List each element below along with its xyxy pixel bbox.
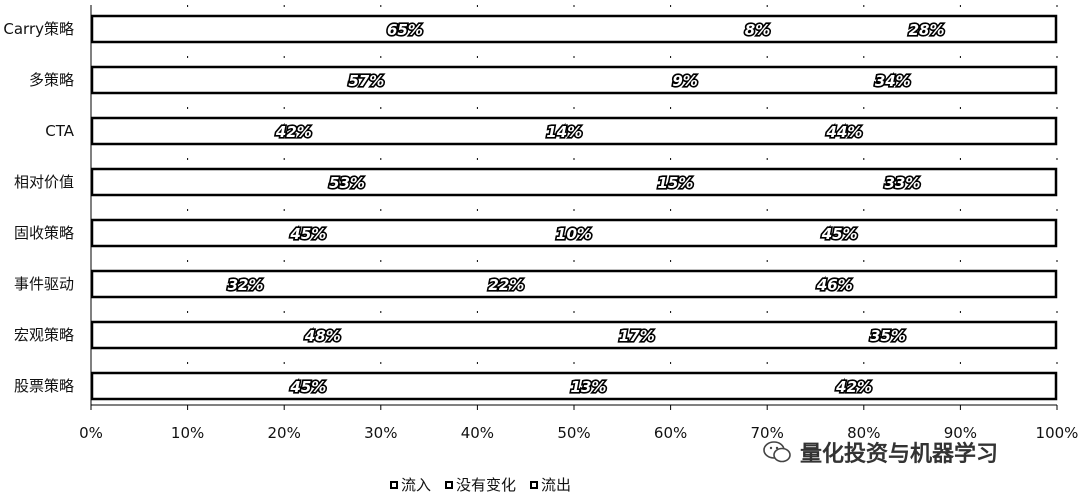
data-label: 17% [619, 327, 655, 345]
data-label: 34% [875, 72, 911, 90]
x-tick-label: 30% [364, 424, 397, 442]
bar-segment [622, 220, 1057, 246]
x-tick-label: 90% [944, 424, 977, 442]
bar-segment [641, 67, 729, 93]
data-label: 45% [821, 225, 858, 243]
data-label: 28% [909, 21, 945, 39]
legend: 流入 没有变化 流出 [390, 474, 571, 495]
legend-swatch-outflow [530, 480, 539, 489]
bar-segment [728, 67, 1057, 93]
legend-item-outflow: 流出 [530, 474, 571, 495]
bar-segment [525, 373, 652, 399]
bar-segment [718, 322, 1057, 348]
bar-segment [747, 169, 1057, 195]
legend-swatch-no-change [445, 480, 454, 489]
x-tick-label: 60% [654, 424, 687, 442]
bar-segment [796, 16, 1057, 42]
category-label: 相对价值 [14, 173, 74, 191]
bar-frame [90, 65, 1058, 95]
data-label: 9% [672, 72, 697, 90]
legend-label-inflow: 流入 [401, 476, 432, 494]
bar-frame [90, 218, 1058, 248]
x-tick-label: 50% [557, 424, 590, 442]
data-label: 57% [348, 72, 384, 90]
bar-segment [91, 373, 526, 399]
data-label: 35% [870, 327, 906, 345]
bar-frame [90, 320, 1058, 350]
x-tick-label: 10% [171, 424, 204, 442]
data-label: 22% [488, 276, 524, 294]
category-label: CTA [45, 122, 74, 140]
bar-frame [90, 371, 1058, 401]
bar-segment [91, 322, 555, 348]
bar-frame [90, 14, 1058, 44]
legend-item-no-change: 没有变化 [445, 474, 516, 495]
data-label: 46% [816, 276, 853, 294]
data-label: 45% [289, 225, 326, 243]
bar-segment [91, 118, 497, 144]
legend-item-inflow: 流入 [390, 474, 431, 495]
bar-segment [718, 16, 797, 42]
data-label: 8% [745, 21, 770, 39]
bar-frame [90, 269, 1058, 299]
bar-segment [525, 220, 623, 246]
legend-label-no-change: 没有变化 [456, 476, 517, 494]
x-tick-label: 40% [461, 424, 494, 442]
x-tick-label: 70% [751, 424, 784, 442]
data-label: 44% [826, 123, 863, 141]
bar-segment [602, 169, 748, 195]
data-label: 33% [884, 174, 920, 192]
data-label: 14% [546, 123, 582, 141]
x-tick-label: 20% [268, 424, 301, 442]
stacked-bar-chart: 0% 10% 20% 30% 40% 50% 60% 70% 80% 90% 100% Carry策略… [3, 5, 1079, 442]
category-label: 事件驱动 [14, 275, 74, 293]
data-label: 32% [228, 276, 264, 294]
x-tick-label: 0% [79, 424, 103, 442]
category-label: 多策略 [29, 71, 74, 89]
x-tick-label: 80% [847, 424, 880, 442]
x-tick-label: 100% [1036, 424, 1079, 442]
data-label: 42% [835, 378, 872, 396]
bar-segment [91, 67, 642, 93]
bar-segment [612, 271, 1057, 297]
bar-segment [400, 271, 613, 297]
data-label: 48% [304, 327, 341, 345]
wechat-icon [763, 441, 791, 463]
bar-segment [91, 220, 526, 246]
category-label: 股票策略 [14, 377, 74, 395]
data-label: 45% [289, 378, 326, 396]
bar-segment [651, 373, 1057, 399]
legend-label-outflow: 流出 [541, 476, 572, 494]
category-label: Carry策略 [3, 20, 74, 38]
data-label: 15% [657, 174, 693, 192]
bar-frame [90, 116, 1058, 146]
bar-segment [554, 322, 719, 348]
bar-frame [90, 167, 1058, 197]
bar-segment [631, 118, 1057, 144]
data-label: 42% [275, 123, 312, 141]
watermark-text: 量化投资与机器学习 [800, 442, 999, 467]
category-label: 固收策略 [14, 224, 74, 242]
bar-segment [91, 271, 401, 297]
data-label: 53% [329, 174, 365, 192]
data-label: 10% [556, 225, 592, 243]
bar-segment [91, 169, 603, 195]
data-label: 65% [387, 21, 423, 39]
category-label: 宏观策略 [14, 326, 74, 344]
watermark: 量化投资与机器学习 [762, 436, 998, 468]
bar-segment [91, 16, 719, 42]
bar-segment [496, 118, 632, 144]
data-label: 13% [571, 378, 607, 396]
legend-swatch-inflow [390, 480, 398, 489]
